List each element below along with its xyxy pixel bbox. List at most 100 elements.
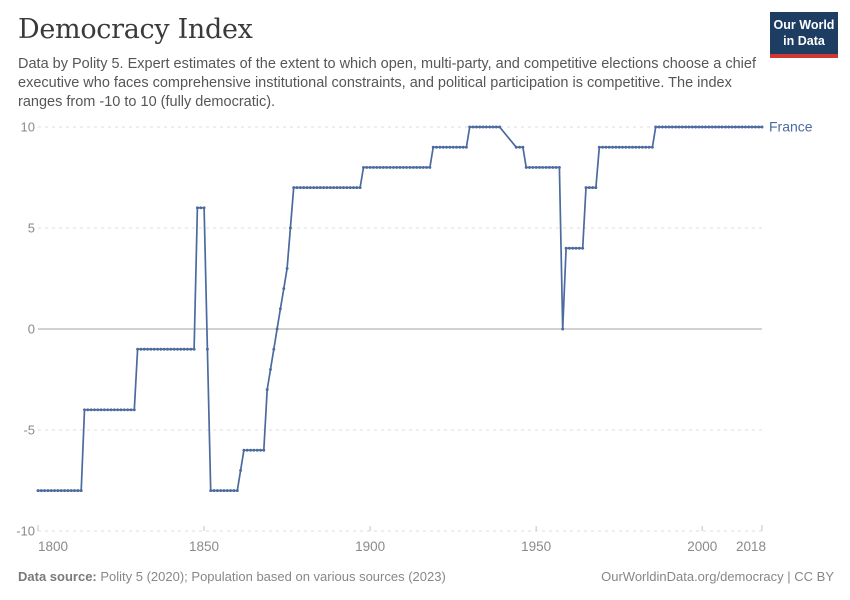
data-point-marker	[557, 165, 561, 169]
data-point-marker	[657, 125, 661, 129]
data-point-marker	[46, 489, 50, 493]
y-axis-tick-label: 0	[28, 322, 35, 337]
data-point-marker	[538, 165, 541, 169]
data-point-marker	[468, 125, 472, 129]
data-point-marker	[428, 165, 432, 169]
data-point-marker	[93, 408, 96, 412]
data-point-marker	[494, 125, 498, 129]
data-point-marker	[667, 125, 671, 129]
data-point-marker	[521, 145, 525, 149]
data-point-marker	[209, 489, 213, 493]
data-point-marker	[577, 246, 581, 250]
data-point-marker	[116, 408, 120, 412]
data-point-marker	[438, 145, 442, 149]
data-point-marker	[714, 125, 717, 129]
data-point-marker	[531, 165, 535, 169]
data-point-marker	[152, 347, 156, 351]
data-point-marker	[528, 165, 531, 169]
data-point-marker	[647, 145, 651, 149]
data-point-marker	[43, 489, 47, 493]
data-point-marker	[332, 186, 336, 190]
data-point-marker	[418, 165, 422, 169]
data-point-marker	[352, 186, 355, 190]
data-point-marker	[149, 347, 153, 351]
data-point-marker	[335, 186, 339, 190]
data-point-marker	[431, 145, 435, 149]
data-point-marker	[385, 165, 389, 169]
data-point-marker	[654, 125, 658, 129]
data-point-marker	[554, 165, 558, 169]
data-point-marker	[611, 145, 615, 149]
data-point-marker	[445, 145, 448, 149]
data-point-marker	[461, 145, 465, 149]
data-point-marker	[411, 165, 415, 169]
data-point-marker	[378, 165, 382, 169]
data-point-marker	[587, 186, 591, 190]
data-point-marker	[621, 145, 624, 149]
data-point-marker	[518, 145, 522, 149]
data-point-marker	[36, 489, 40, 493]
data-point-marker	[202, 206, 206, 210]
x-axis-tick-label: 1950	[521, 539, 551, 554]
data-point-marker	[122, 408, 126, 412]
data-point-marker	[627, 145, 631, 149]
data-point-marker	[425, 165, 429, 169]
data-point-marker	[687, 125, 691, 129]
data-point-marker	[166, 347, 169, 351]
data-point-marker	[96, 408, 100, 412]
data-point-marker	[617, 145, 621, 149]
x-axis-tick-label: 2000	[687, 539, 717, 554]
data-point-marker	[172, 347, 176, 351]
data-point-marker	[448, 145, 452, 149]
owid-logo-line1: Our World	[773, 18, 835, 32]
data-point-marker	[700, 125, 704, 129]
data-point-marker	[597, 145, 601, 149]
data-point-marker	[169, 347, 173, 351]
data-point-marker	[670, 125, 674, 129]
data-point-marker	[484, 125, 488, 129]
data-point-marker	[488, 125, 492, 129]
data-point-marker	[607, 145, 611, 149]
data-point-marker	[524, 165, 528, 169]
data-point-marker	[395, 165, 399, 169]
data-point-marker	[415, 165, 419, 169]
data-point-marker	[644, 145, 648, 149]
data-point-marker	[458, 145, 462, 149]
data-point-marker	[451, 145, 455, 149]
data-point-marker	[710, 125, 714, 129]
data-point-marker	[195, 206, 199, 210]
entity-label-france[interactable]: France	[769, 119, 813, 135]
data-point-marker	[76, 489, 80, 493]
data-point-marker	[162, 347, 166, 351]
y-axis-tick-label: 10	[21, 120, 35, 135]
data-point-marker	[49, 489, 53, 493]
data-point-marker	[471, 125, 475, 129]
data-point-marker	[182, 347, 186, 351]
data-point-marker	[112, 408, 116, 412]
data-point-marker	[674, 125, 678, 129]
data-point-marker	[684, 125, 688, 129]
data-point-marker	[99, 408, 103, 412]
data-point-marker	[225, 489, 229, 493]
data-point-marker	[298, 186, 302, 190]
data-point-marker	[398, 165, 402, 169]
data-point-marker	[664, 125, 668, 129]
y-axis-tick-label: -10	[16, 524, 35, 539]
data-point-marker	[56, 489, 60, 493]
owid-logo[interactable]: Our World in Data	[770, 12, 838, 58]
data-point-marker	[53, 489, 57, 493]
data-point-marker	[232, 489, 236, 493]
data-point-marker	[156, 347, 160, 351]
owid-url-license[interactable]: OurWorldinData.org/democracy | CC BY	[601, 569, 834, 584]
data-point-marker	[704, 125, 707, 129]
data-point-marker	[345, 186, 349, 190]
data-point-marker	[129, 408, 133, 412]
data-point-marker	[259, 448, 262, 452]
data-point-marker	[308, 186, 312, 190]
france-line-path	[38, 126, 762, 492]
data-point-marker	[720, 125, 724, 129]
data-point-marker	[328, 186, 332, 190]
data-point-marker	[358, 186, 362, 190]
data-point-marker	[199, 206, 203, 210]
